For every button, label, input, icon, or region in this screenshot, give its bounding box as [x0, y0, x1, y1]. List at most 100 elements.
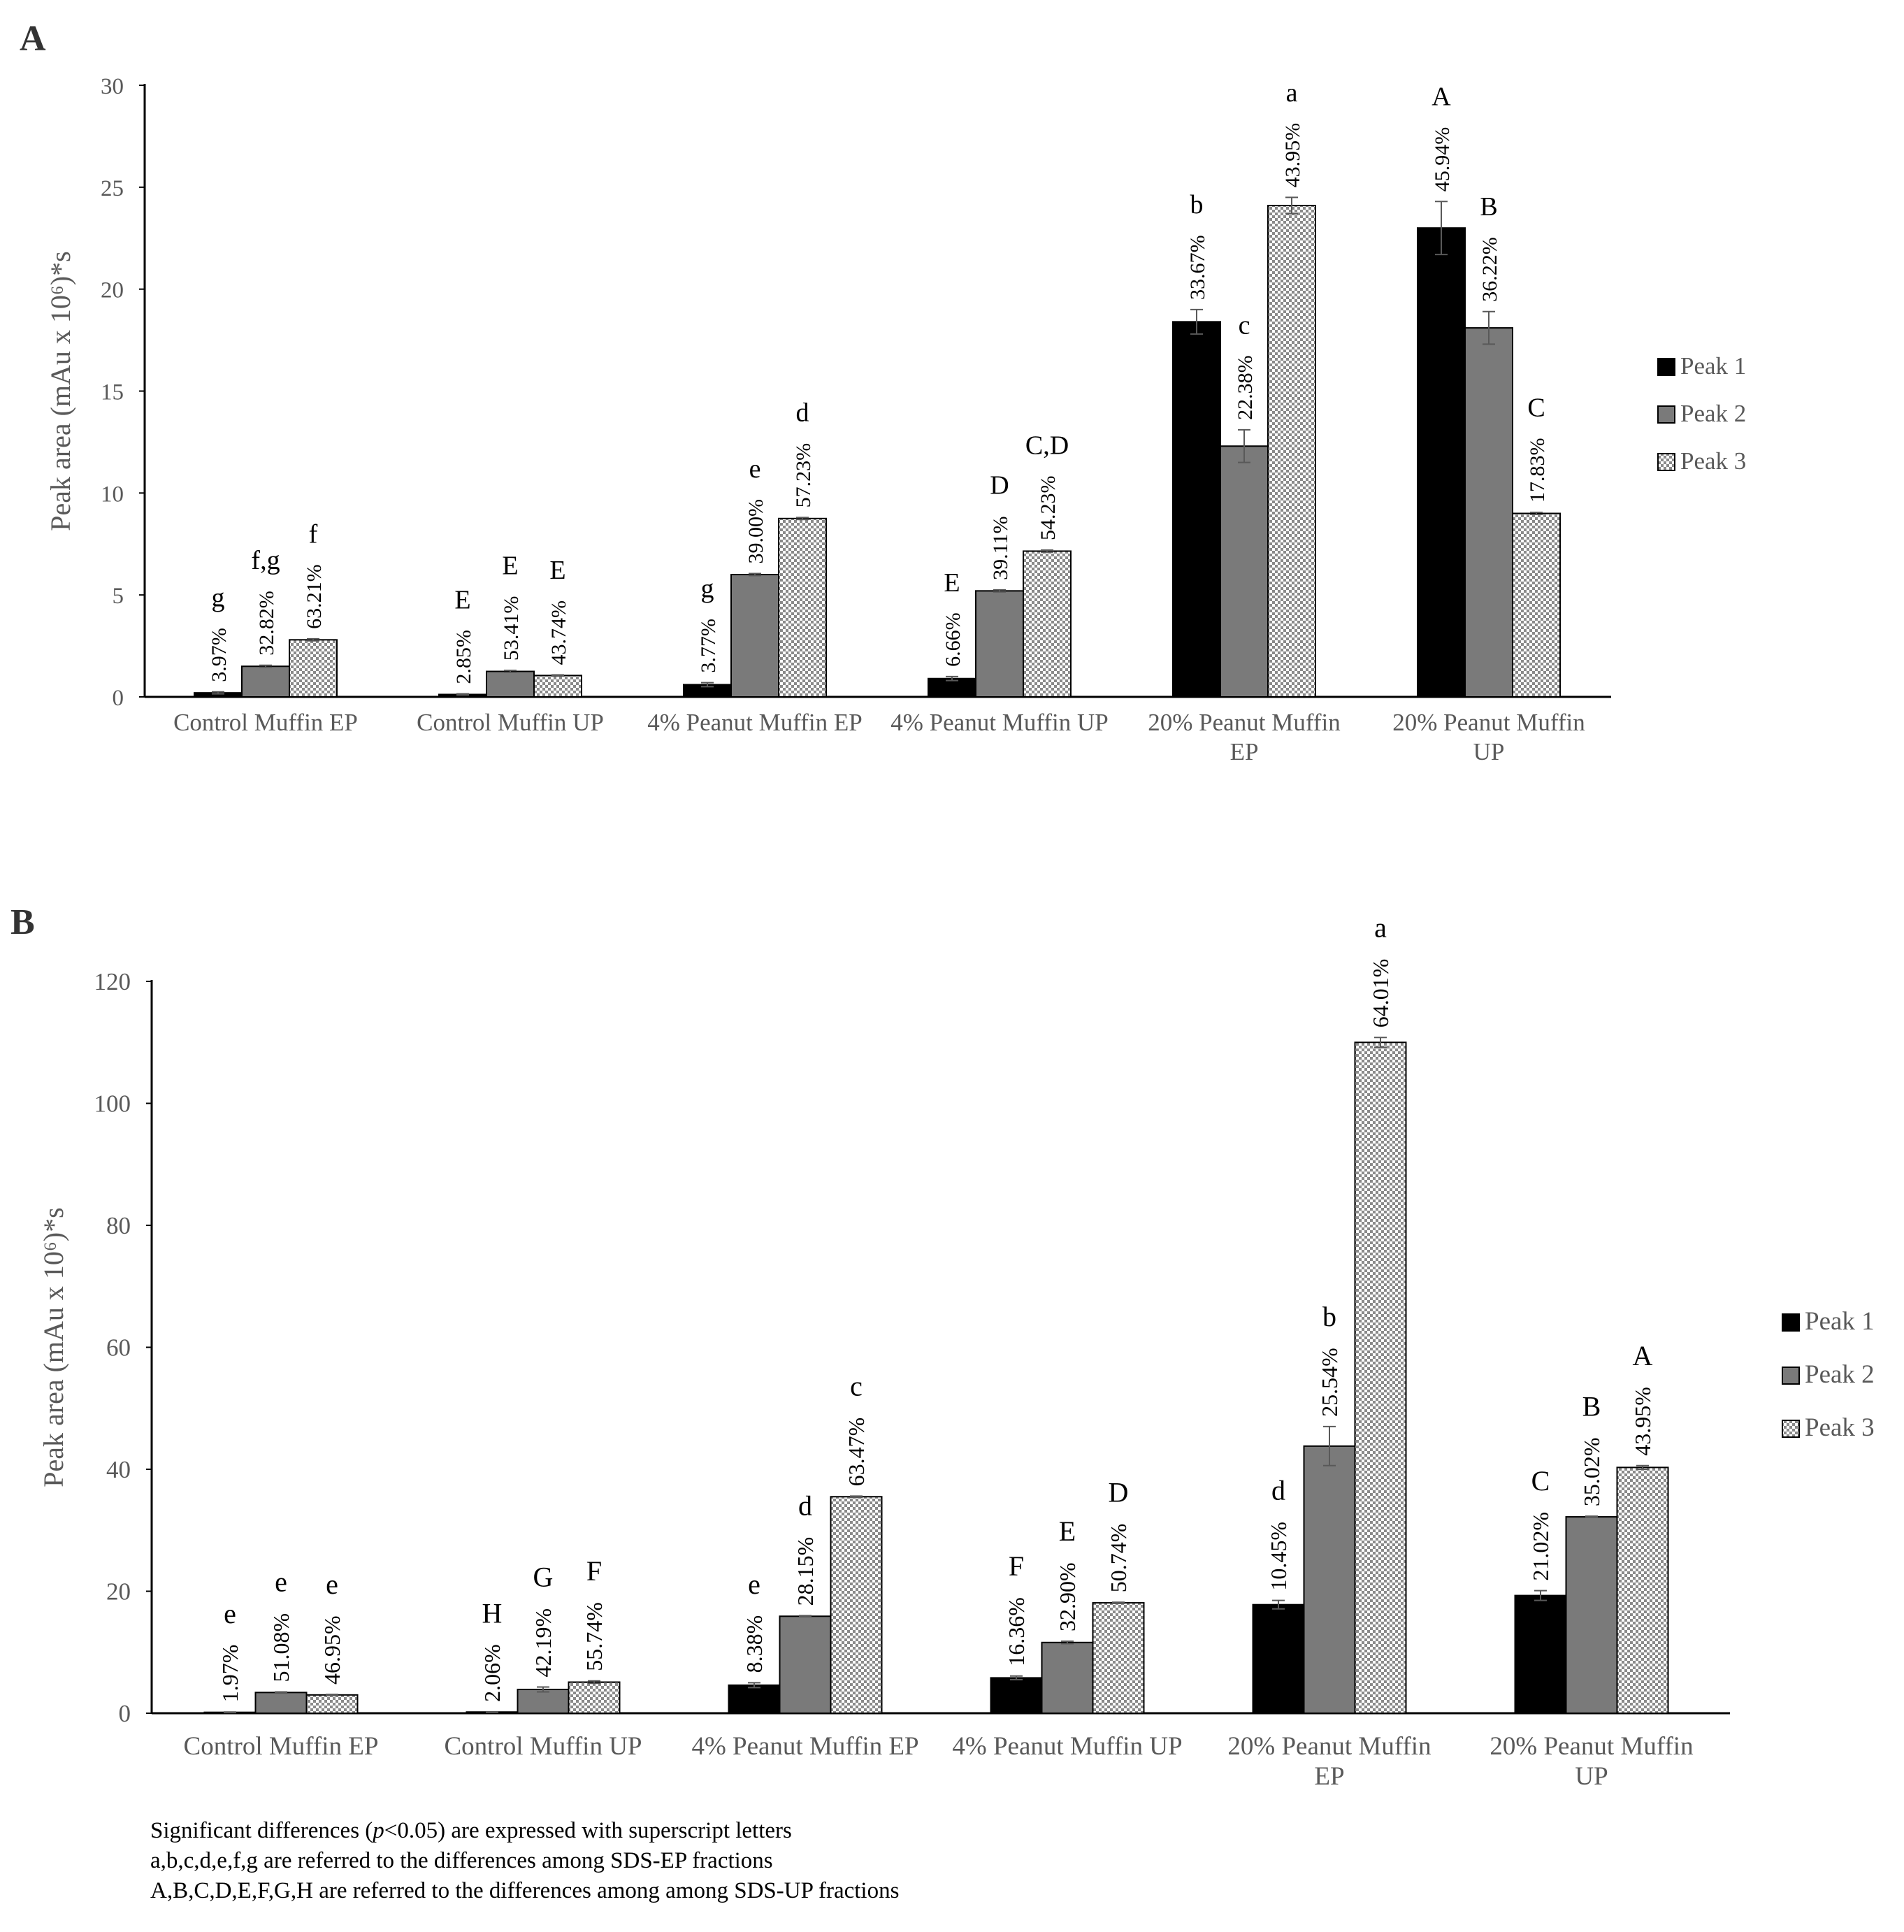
bar-peak-3 — [568, 1681, 621, 1714]
data-label: 17.83% — [1526, 438, 1549, 503]
significance-letter: c — [850, 1371, 863, 1402]
bar-peak-3 — [1512, 512, 1561, 698]
data-label: 35.02% — [1579, 1438, 1604, 1507]
data-label: 43.95% — [1630, 1387, 1655, 1456]
chart-panel-b: B 0 20 40 60 80 100 120 Peak area (mAu x 10⁶)*s C… — [10, 902, 1875, 1791]
significance-letter: D — [1109, 1476, 1129, 1508]
y-tick-label: 40 — [106, 1456, 131, 1483]
significance-letter: f,g — [251, 546, 280, 575]
legend-label-peak-2: Peak 2 — [1805, 1360, 1875, 1389]
bar-peak-3 — [1616, 1466, 1669, 1715]
data-label: 53.41% — [500, 596, 523, 661]
data-label: 50.74% — [1106, 1524, 1131, 1593]
bar-peak-3 — [1023, 550, 1072, 698]
x-tick-label: 4% Peanut Muffin UP — [890, 709, 1108, 736]
bar-peak-1 — [1514, 1594, 1567, 1714]
y-tick-label: 60 — [106, 1334, 131, 1362]
bar-peak-1 — [928, 677, 976, 698]
data-label: 45.94% — [1431, 127, 1454, 192]
significance-letter: C — [1531, 1465, 1550, 1497]
data-label: 3.77% — [697, 619, 720, 673]
data-label: 36.22% — [1478, 237, 1501, 302]
y-tick-label: 25 — [101, 176, 124, 201]
y-tick-label: 15 — [101, 380, 124, 405]
bar-peak-2 — [1565, 1516, 1618, 1714]
x-tick-label: EP — [1230, 738, 1259, 765]
bar-peak-2 — [1464, 327, 1513, 698]
significance-letter: d — [796, 398, 809, 428]
bar-peak-3 — [533, 675, 582, 698]
y-tick-label: 10 — [101, 482, 124, 507]
x-tick-label: UP — [1575, 1762, 1608, 1791]
legend-swatch-peak-2 — [1782, 1367, 1800, 1385]
chart-panel-a: A 0 5 10 15 20 25 30 Peak area (mAu x 10⁶)*s Cont… — [20, 19, 1746, 765]
footnote: Significant differences (p<0.05) are exp… — [150, 1816, 899, 1906]
bar-peak-2 — [486, 670, 535, 698]
x-tick-label: UP — [1473, 738, 1505, 765]
bar-peak-1 — [1172, 321, 1221, 698]
bar-peak-3 — [778, 517, 827, 698]
significance-letter: B — [1582, 1390, 1601, 1422]
data-label: 22.38% — [1234, 355, 1257, 420]
bar-peak-3 — [305, 1694, 359, 1714]
x-tick-label: 20% Peanut Muffin — [1227, 1732, 1431, 1761]
significance-letter: E — [502, 551, 518, 580]
legend-swatch-peak-1 — [1782, 1313, 1800, 1332]
bar-peak-3 — [830, 1496, 883, 1714]
bar-peak-2 — [254, 1692, 308, 1714]
significance-letter: G — [533, 1562, 554, 1593]
x-tick-label: Control Muffin UP — [417, 709, 604, 736]
significance-letter: g — [212, 584, 225, 613]
x-tick-label: Control Muffin EP — [173, 709, 358, 736]
data-label: 2.06% — [479, 1644, 505, 1702]
data-label: 21.02% — [1528, 1512, 1553, 1581]
significance-letter: e — [275, 1566, 287, 1598]
data-label: 28.15% — [793, 1537, 818, 1606]
data-label: 39.11% — [989, 516, 1012, 579]
significance-letter: c — [1239, 310, 1250, 340]
significance-letter: e — [224, 1598, 236, 1629]
legend-swatch-peak-3 — [1782, 1420, 1800, 1438]
data-label: 32.90% — [1055, 1562, 1080, 1631]
x-tick-label: 20% Peanut Muffin — [1392, 709, 1585, 736]
panel-label: B — [10, 902, 35, 942]
significance-letter: C,D — [1025, 431, 1069, 460]
significance-letter: E — [454, 586, 470, 615]
significance-letter: a — [1286, 78, 1298, 108]
panel-label: A — [20, 19, 46, 59]
x-tick-label: 20% Peanut Muffin — [1490, 1732, 1693, 1761]
significance-letter: H — [482, 1598, 503, 1629]
y-tick-label: 5 — [113, 584, 124, 609]
y-tick-label: 0 — [119, 1700, 131, 1727]
bar-peak-1 — [1417, 227, 1466, 698]
bar-peak-2 — [779, 1615, 832, 1714]
data-label: 55.74% — [582, 1602, 607, 1671]
significance-letter: F — [586, 1555, 602, 1587]
significance-letter: E — [549, 556, 565, 585]
data-label: 25.54% — [1317, 1348, 1342, 1417]
bar-peak-2 — [517, 1688, 570, 1714]
data-label: 54.23% — [1037, 476, 1060, 541]
significance-letter: e — [749, 454, 761, 484]
data-label: 63.21% — [303, 564, 326, 629]
data-label: 42.19% — [531, 1608, 556, 1678]
data-label: 57.23% — [792, 443, 815, 508]
legend-label-peak-3: Peak 3 — [1805, 1413, 1875, 1442]
bar-peak-1 — [990, 1677, 1043, 1715]
data-label: 43.95% — [1281, 123, 1304, 188]
x-tick-label: 4% Peanut Muffin EP — [691, 1732, 918, 1761]
significance-letter: E — [1059, 1515, 1076, 1547]
data-label: 10.45% — [1266, 1522, 1291, 1591]
data-label: 46.95% — [319, 1615, 345, 1685]
y-tick-label: 0 — [113, 686, 124, 711]
y-axis-label: Peak area (mAu x 10⁶)*s — [38, 1207, 69, 1487]
data-label: 2.85% — [452, 630, 475, 684]
bar-peak-3 — [289, 639, 338, 698]
y-tick-label: 80 — [106, 1212, 131, 1239]
data-label: 16.36% — [1004, 1597, 1029, 1666]
x-tick-label: EP — [1314, 1762, 1344, 1791]
data-label: 33.67% — [1186, 235, 1209, 300]
significance-letter: D — [990, 470, 1009, 500]
significance-letter: b — [1190, 190, 1204, 219]
data-label: 32.82% — [255, 591, 278, 656]
